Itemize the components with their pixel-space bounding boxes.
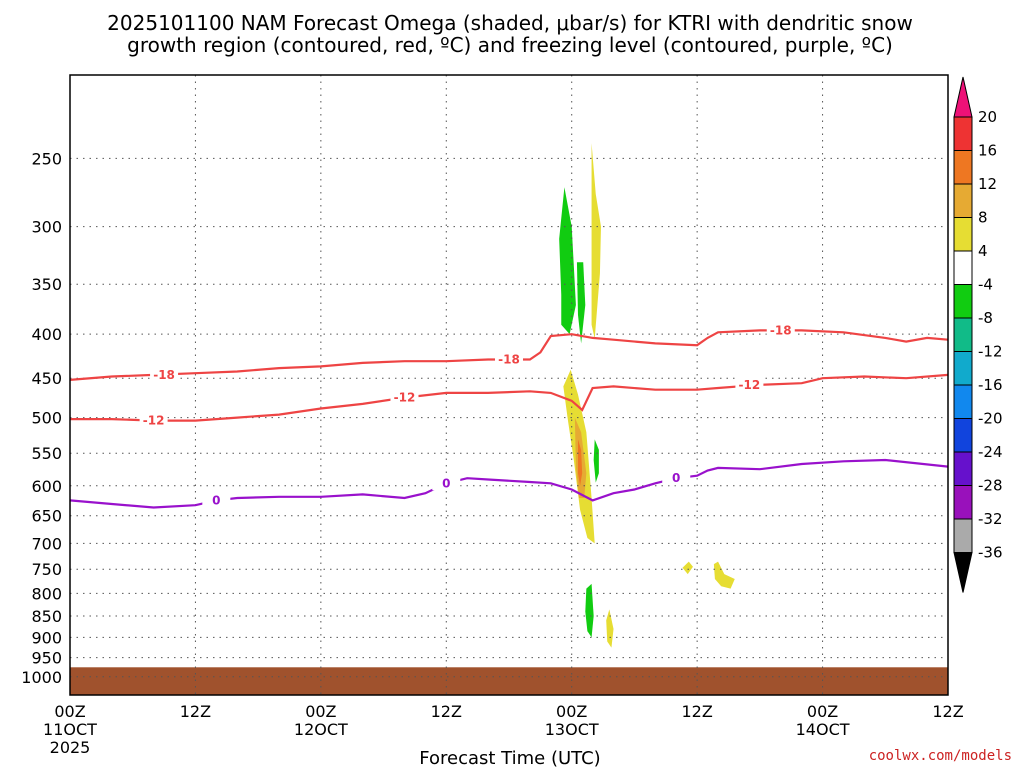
contour-label-0-2: -18 (770, 323, 792, 337)
y-tick-250: 250 (31, 149, 62, 168)
contour-label-bg-1-1 (390, 389, 419, 405)
colorbar-label-12: -32 (978, 510, 1003, 528)
colorbar-swatch-0 (953, 116, 973, 151)
colorbar-label-11: -28 (978, 477, 1003, 495)
y-tick-950: 950 (31, 649, 62, 668)
x-tick-1-0: 12Z (180, 702, 211, 721)
x-tick-6-0: 00Z (807, 702, 838, 721)
x-tick-6-1: 14OCT (796, 720, 850, 739)
y-tick-400: 400 (31, 325, 62, 344)
colorbar-swatch-7 (953, 351, 973, 386)
y-tick-700: 700 (31, 534, 62, 553)
colorbar-swatch-3 (953, 217, 973, 252)
colorbar-swatch-9 (953, 418, 973, 453)
colorbar-swatch-8 (953, 384, 973, 419)
colorbar-swatch-2 (953, 183, 973, 218)
colorbar-bottom-arrow (953, 552, 973, 593)
y-tick-900: 900 (31, 628, 62, 647)
contour-line-0 (69, 329, 949, 381)
y-tick-300: 300 (31, 218, 62, 237)
colorbar-swatch-1 (953, 150, 973, 185)
colorbar-label-9: -20 (978, 410, 1003, 428)
omega-area-9 (682, 561, 693, 575)
plot-frame (69, 74, 949, 696)
contour-label-bg-1-2 (735, 376, 764, 392)
x-tick-2-1: 12OCT (294, 720, 348, 739)
y-tick-550: 550 (31, 444, 62, 463)
contour-line-1 (70, 373, 949, 422)
x-tick-4-0: 00Z (556, 702, 587, 721)
chart-title-line2: growth region (contoured, red, ºC) and f… (127, 33, 893, 57)
contour-label-1-1: -12 (394, 391, 416, 405)
contour-label-1-2: -12 (739, 378, 761, 392)
omega-area-6 (593, 439, 599, 483)
y-tick-800: 800 (31, 584, 62, 603)
chart-title-line1: 2025101100 NAM Forecast Omega (shaded, μ… (107, 11, 913, 35)
colorbar-label-2: 12 (978, 175, 997, 193)
contour-label-bg-2-1 (432, 475, 461, 491)
contour-label-bg-1-0 (139, 412, 168, 428)
x-tick-7-0: 12Z (932, 702, 963, 721)
x-tick-2-0: 00Z (305, 702, 336, 721)
omega-area-10 (713, 561, 735, 589)
x-tick-0-1: 11OCT (43, 720, 97, 739)
x-tick-0-0: 00Z (54, 702, 85, 721)
colorbar-label-1: 16 (978, 142, 997, 160)
colorbar-label-7: -12 (978, 343, 1003, 361)
omega-area-8 (606, 609, 614, 648)
y-tick-750: 750 (31, 560, 62, 579)
x-tick-4-1: 13OCT (545, 720, 599, 739)
x-tick-3-0: 12Z (431, 702, 462, 721)
site-credit: coolwx.com/models (869, 748, 1012, 764)
colorbar-label-6: -8 (978, 309, 993, 327)
omega-area-7 (585, 583, 594, 638)
colorbar-swatch-6 (953, 317, 973, 352)
contour-label-bg-0-0 (150, 366, 179, 382)
y-tick-850: 850 (31, 607, 62, 626)
y-tick-450: 450 (31, 369, 62, 388)
ground-fill (70, 667, 948, 695)
colorbar-top-arrow (953, 76, 973, 118)
x-axis-label: Forecast Time (UTC) (419, 748, 600, 768)
colorbar-label-13: -36 (978, 544, 1003, 562)
contour-label-2-0: 0 (212, 493, 220, 507)
colorbar-swatch-10 (953, 451, 973, 486)
colorbar-swatch-5 (953, 284, 973, 319)
y-tick-600: 600 (31, 477, 62, 496)
contour-label-2-2: 0 (672, 471, 680, 485)
contour-line-2 (69, 458, 949, 509)
colorbar-swatch-11 (953, 485, 973, 520)
contour-label-0-0: -18 (153, 368, 175, 382)
contour-label-bg-2-2 (662, 470, 691, 486)
x-tick-5-0: 12Z (681, 702, 712, 721)
contour-label-1-0: -12 (143, 414, 165, 428)
colorbar-label-8: -16 (978, 376, 1003, 394)
colorbar-label-0: 20 (978, 108, 997, 126)
plot-area: 250 300 350 400 450 500 550 600 650 700 750 800 850 9… (21, 74, 964, 757)
colorbar-label-4: 4 (978, 242, 988, 260)
y-tick-650: 650 (31, 507, 62, 526)
omega-area-1 (576, 262, 586, 344)
x-tick-0-2: 2025 (50, 738, 91, 757)
colorbar-label-5: -4 (978, 276, 993, 294)
y-tick-500: 500 (31, 409, 62, 428)
colorbar-swatch-4 (953, 250, 973, 285)
colorbar-label-3: 8 (978, 209, 988, 227)
y-tick-1000: 1000 (21, 668, 62, 687)
omega-area-2 (591, 143, 601, 339)
colorbar: 20 16 12 8 4 -4 -8 -12 -16 -20 -24 -28 -32 -36 (953, 76, 1003, 593)
omega-area-0 (559, 187, 576, 335)
contour-label-0-1: -18 (498, 352, 520, 366)
contour-label-2-1: 0 (442, 476, 450, 490)
colorbar-swatch-12 (953, 518, 973, 553)
y-tick-350: 350 (31, 275, 62, 294)
omega-area-5 (577, 439, 583, 486)
contour-label-bg-2-0 (202, 492, 231, 508)
colorbar-label-10: -24 (978, 443, 1003, 461)
contour-label-bg-0-2 (766, 322, 795, 338)
contour-label-bg-0-1 (495, 351, 523, 367)
